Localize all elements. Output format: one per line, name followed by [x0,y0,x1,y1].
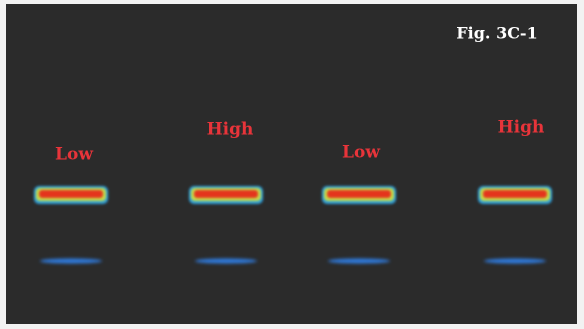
band-core [327,190,391,198]
band-core [483,190,547,198]
lower-band [484,258,546,263]
lane-label: Low [342,143,380,163]
lane-label: Low [55,145,93,165]
lane-label: High [207,120,254,140]
lower-band [40,258,102,263]
lower-band [195,258,257,263]
band-core [39,190,103,198]
band-core [194,190,258,198]
lane-label: High [498,118,545,138]
figure: Fig. 3C-1 Low High Low High [0,0,584,329]
lower-band [328,258,390,263]
figure-label: Fig. 3C-1 [456,24,537,43]
